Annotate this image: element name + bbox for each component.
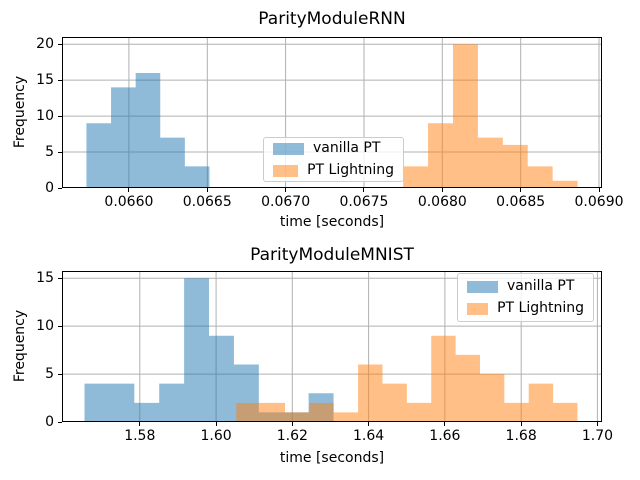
x-tick-mark — [596, 422, 598, 426]
x-tick-label: 1.66 — [429, 428, 461, 444]
chart-title: ParityModuleMNIST — [250, 245, 414, 265]
x-tick-label: 1.70 — [581, 428, 614, 444]
x-tick-label: 1.62 — [276, 428, 308, 444]
y-tick-label: 5 — [45, 366, 54, 383]
x-tick-label: 0.0685 — [496, 194, 546, 210]
chart-title: ParityModuleRNN — [258, 9, 406, 29]
histogram-canvas — [62, 37, 602, 188]
x-tick-label: 0.0665 — [182, 194, 232, 210]
x-tick-label: 0.0670 — [261, 194, 311, 210]
legend-label: vanilla PT — [507, 278, 575, 294]
y-tick-mark — [58, 43, 62, 45]
x-tick-label: 1.68 — [505, 428, 537, 444]
y-tick-label: 0 — [45, 180, 54, 196]
y-tick-mark — [58, 325, 62, 327]
x-tick-label: 0.0690 — [574, 194, 624, 210]
x-tick-mark — [444, 422, 446, 426]
y-tick-mark — [58, 187, 62, 189]
legend-swatch-pt-lightning — [467, 302, 489, 315]
legend: vanilla PT PT Lightning — [263, 137, 404, 182]
y-tick-mark — [58, 151, 62, 153]
plot-area — [62, 37, 602, 188]
x-axis-label: time [seconds] — [279, 450, 385, 466]
x-tick-mark — [285, 188, 287, 192]
x-tick-label: 1.60 — [200, 428, 232, 444]
y-tick-label: 20 — [36, 36, 54, 53]
x-tick-mark — [291, 422, 293, 426]
x-tick-label: 0.0660 — [104, 194, 154, 210]
x-tick-label: 1.64 — [353, 428, 385, 444]
legend-label: vanilla PT — [313, 140, 381, 156]
x-tick-label: 0.0680 — [417, 194, 467, 210]
x-tick-mark — [363, 188, 365, 192]
x-tick-mark — [520, 422, 522, 426]
y-tick-label: 15 — [36, 270, 54, 287]
legend-entry: PT Lightning — [273, 163, 394, 178]
y-tick-label: 10 — [36, 318, 54, 335]
legend-swatch-vanilla-pt — [467, 280, 498, 293]
legend-label: PT Lightning — [497, 300, 584, 316]
histogram-series-pt-lightning — [236, 335, 578, 422]
x-tick-mark — [139, 422, 141, 426]
x-tick-mark — [520, 188, 522, 192]
histogram-series-vanilla-pt — [86, 72, 210, 188]
legend: vanilla PT PT Lightning — [457, 273, 594, 322]
y-tick-label: 10 — [36, 108, 54, 125]
y-tick-label: 5 — [45, 144, 54, 161]
legend-swatch-vanilla-pt — [273, 142, 304, 155]
x-tick-mark — [128, 188, 130, 192]
y-tick-mark — [58, 79, 62, 81]
legend-entry: vanilla PT — [273, 141, 394, 156]
x-tick-mark — [215, 422, 217, 426]
x-tick-label: 1.58 — [124, 428, 156, 444]
x-tick-mark — [598, 188, 600, 192]
x-tick-label: 0.0675 — [339, 194, 389, 210]
y-tick-mark — [58, 277, 62, 279]
legend-swatch-pt-lightning — [273, 164, 299, 177]
x-tick-mark — [206, 188, 208, 192]
axes-spine — [62, 271, 602, 422]
x-tick-mark — [368, 422, 370, 426]
legend-label: PT Lightning — [307, 162, 394, 178]
y-tick-label: 0 — [45, 414, 54, 430]
x-tick-mark — [441, 188, 443, 192]
axes-spine — [62, 37, 602, 188]
y-tick-mark — [58, 421, 62, 423]
histogram-series-vanilla-pt — [84, 278, 334, 422]
y-tick-mark — [58, 373, 62, 375]
y-tick-label: 15 — [36, 72, 54, 89]
histogram-series-pt-lightning — [403, 44, 578, 188]
y-tick-mark — [58, 115, 62, 117]
legend-entry: vanilla PT — [467, 279, 584, 294]
x-axis-label: time [seconds] — [279, 214, 385, 230]
legend-entry: PT Lightning — [467, 301, 584, 316]
